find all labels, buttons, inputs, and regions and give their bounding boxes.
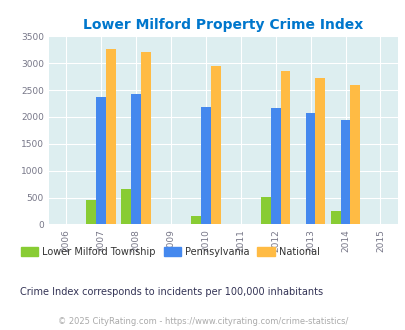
Bar — [270, 108, 280, 224]
Bar — [210, 66, 220, 224]
Title: Lower Milford Property Crime Index: Lower Milford Property Crime Index — [83, 18, 362, 32]
Bar — [96, 97, 106, 224]
Bar — [260, 197, 270, 224]
Bar — [330, 211, 340, 224]
Bar — [131, 94, 141, 224]
Legend: Lower Milford Township, Pennsylvania, National: Lower Milford Township, Pennsylvania, Na… — [17, 243, 323, 261]
Bar — [121, 189, 131, 224]
Text: © 2025 CityRating.com - https://www.cityrating.com/crime-statistics/: © 2025 CityRating.com - https://www.city… — [58, 317, 347, 326]
Bar — [350, 85, 359, 224]
Bar — [340, 120, 350, 224]
Bar — [191, 216, 200, 224]
Bar — [200, 107, 210, 224]
Text: Crime Index corresponds to incidents per 100,000 inhabitants: Crime Index corresponds to incidents per… — [20, 287, 323, 297]
Bar — [305, 113, 315, 224]
Bar — [280, 71, 290, 224]
Bar — [141, 52, 150, 224]
Bar — [315, 78, 324, 224]
Bar — [106, 49, 115, 224]
Bar — [86, 200, 96, 224]
